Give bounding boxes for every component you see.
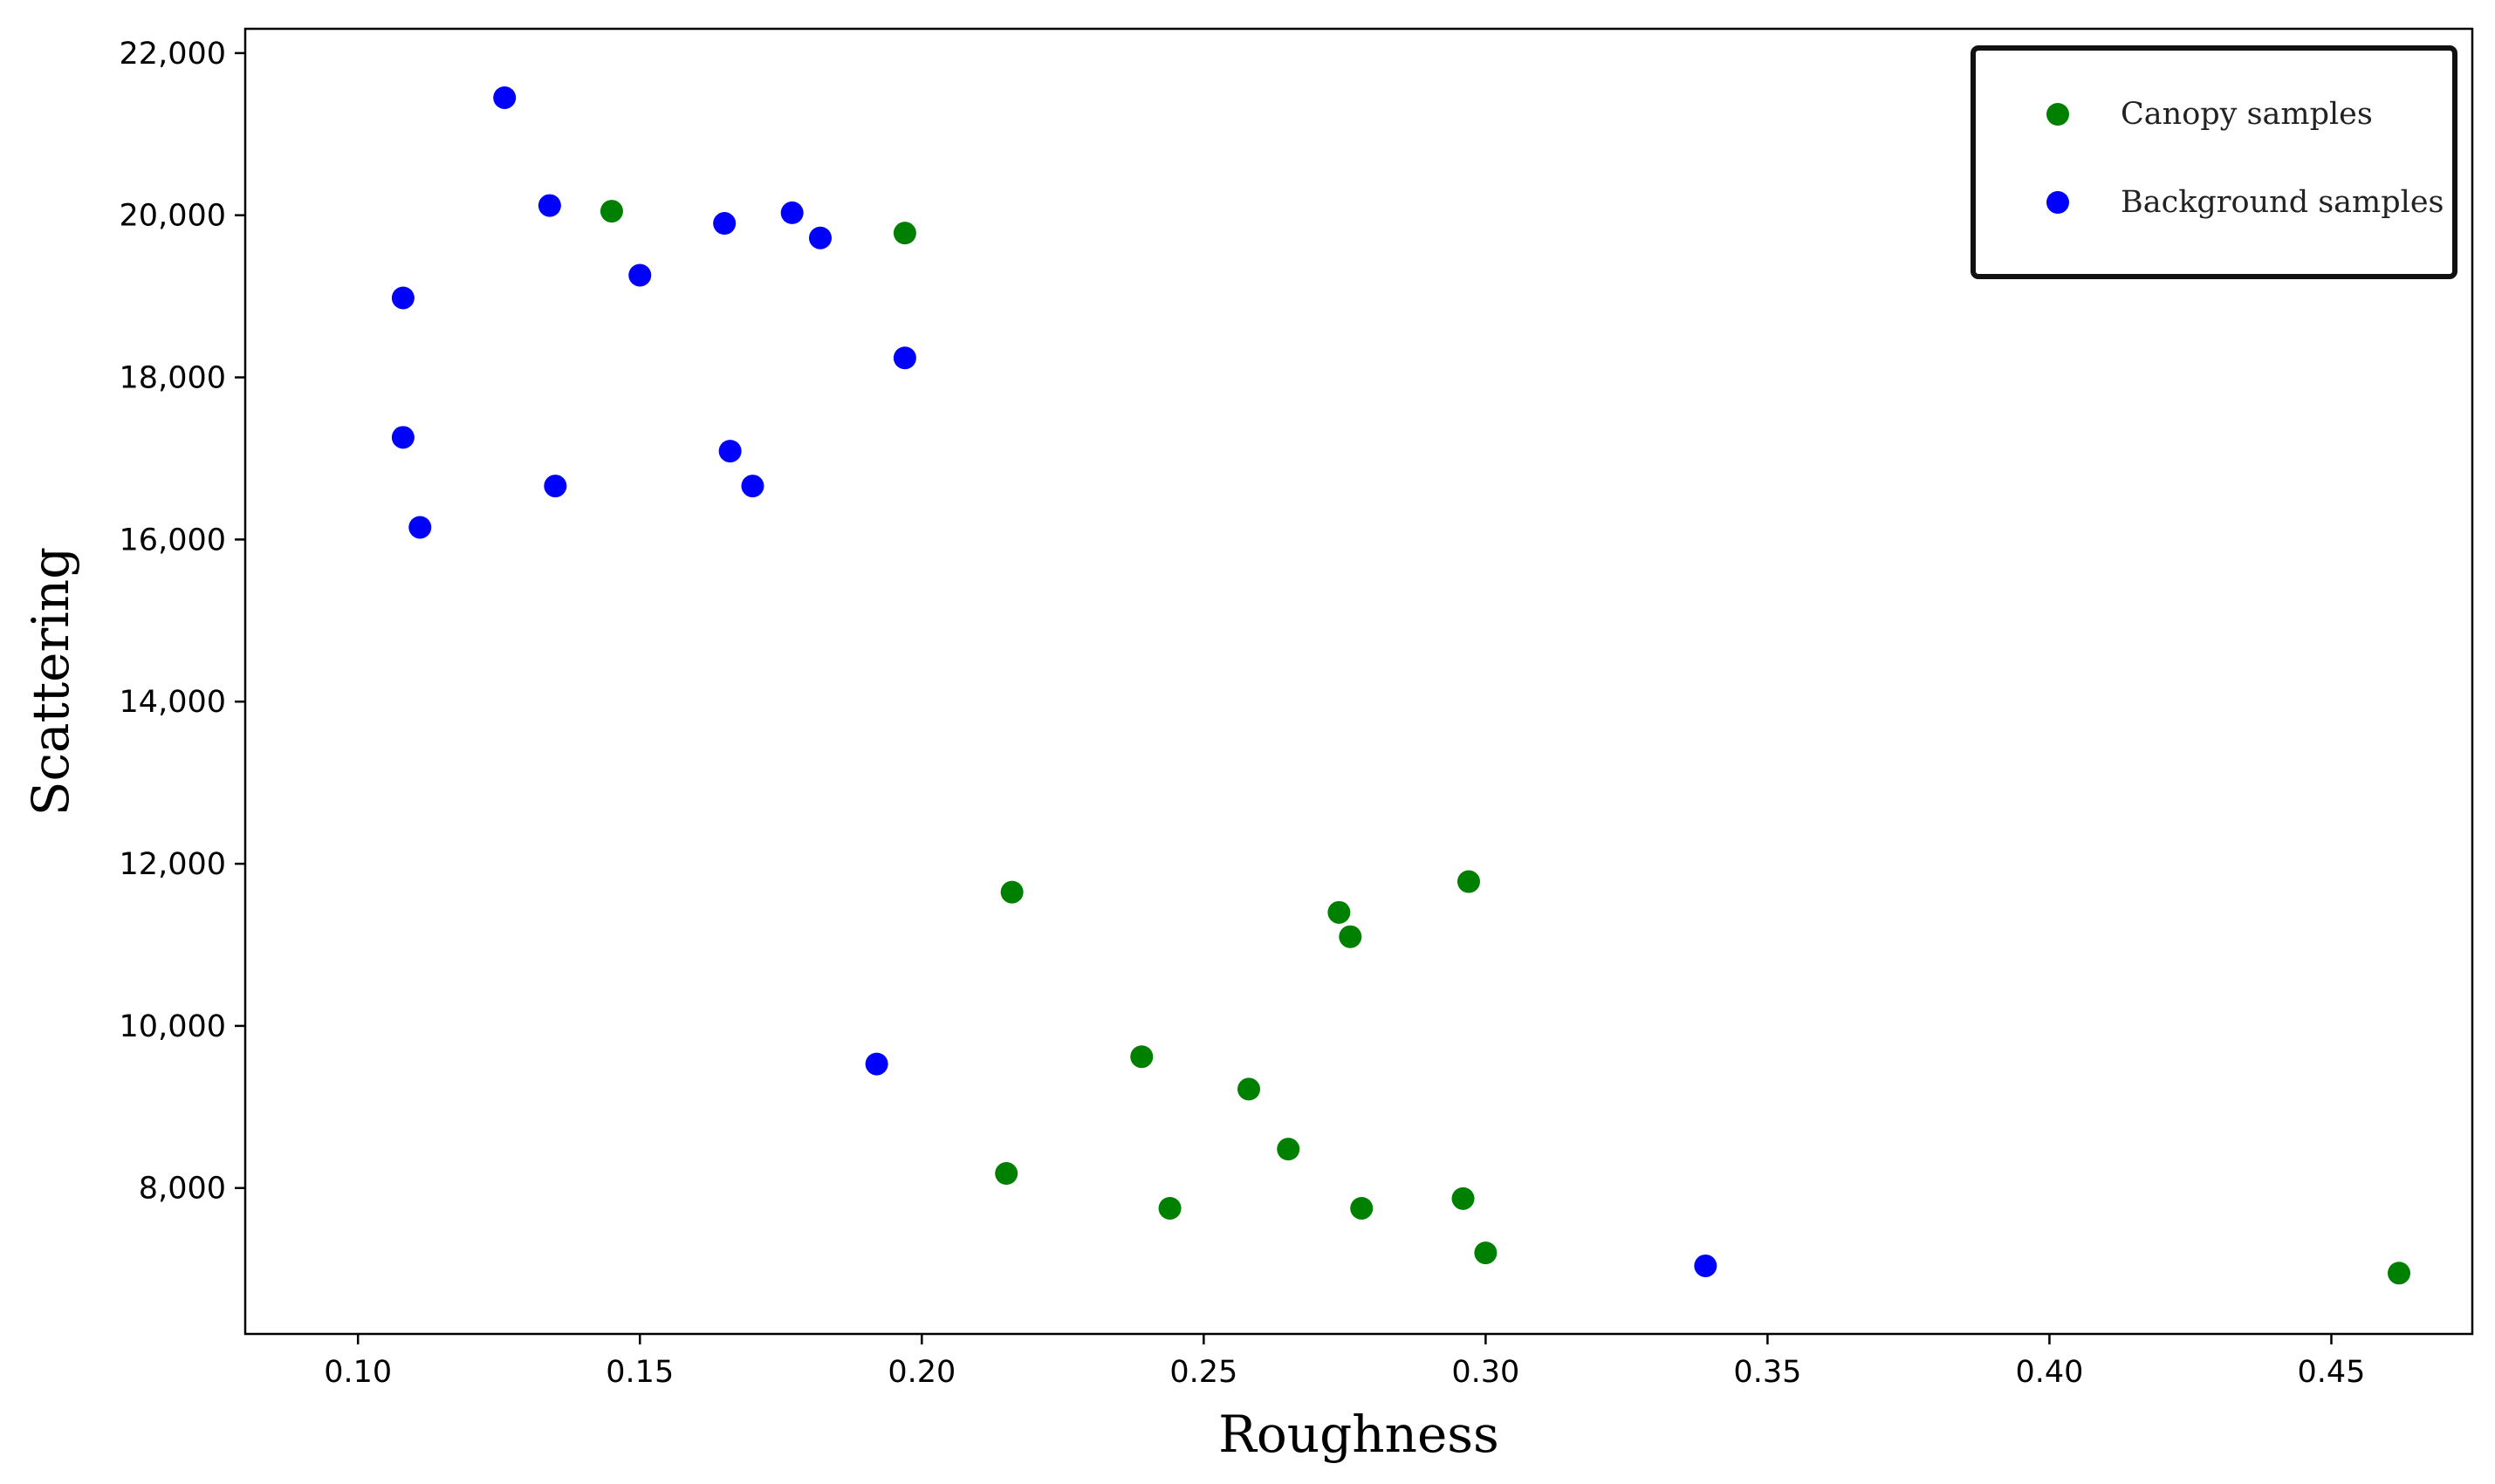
data-point-canopy: [1350, 1196, 1374, 1220]
data-point-background: [893, 346, 916, 370]
x-tick-label: 0.35: [1733, 1355, 1801, 1390]
data-point-background: [544, 475, 567, 498]
data-points: [391, 85, 2411, 1285]
y-tick-label: 14,000: [120, 685, 226, 720]
data-point-background: [780, 201, 804, 224]
y-tick-label: 10,000: [120, 1009, 226, 1044]
data-point-background: [1694, 1254, 1717, 1277]
data-point-background: [408, 516, 432, 539]
legend-marker-canopy: [2046, 103, 2069, 126]
legend-box: [1971, 45, 2457, 279]
data-point-canopy: [1130, 1045, 1154, 1069]
data-point-canopy: [893, 222, 916, 245]
data-point-canopy: [2388, 1262, 2411, 1285]
data-point-canopy: [1474, 1241, 1498, 1265]
data-point-background: [628, 263, 652, 287]
data-point-background: [713, 212, 737, 236]
x-tick-label: 0.25: [1169, 1355, 1237, 1390]
y-tick-label: 22,000: [120, 37, 226, 72]
data-point-canopy: [1277, 1138, 1300, 1161]
y-axis: 8,000 10,000 12,000 14,000 16,000 18,000 20,00…: [120, 37, 245, 1207]
x-tick-label: 0.30: [1451, 1355, 1519, 1390]
x-tick-label: 0.20: [888, 1355, 956, 1390]
x-tick-label: 0.10: [324, 1355, 392, 1390]
y-tick-label: 12,000: [120, 847, 226, 882]
data-point-canopy: [1339, 925, 1362, 948]
legend-label-canopy: Canopy samples: [2121, 97, 2373, 132]
x-tick-label: 0.15: [606, 1355, 674, 1390]
x-axis-title: Roughness: [1218, 1405, 1499, 1464]
data-point-background: [391, 426, 415, 449]
y-axis-title: Scattering: [21, 547, 80, 817]
y-tick-label: 18,000: [120, 361, 226, 396]
data-point-background: [493, 85, 517, 109]
data-point-canopy: [1158, 1196, 1182, 1220]
data-point-background: [741, 475, 764, 498]
legend-label-background: Background samples: [2121, 185, 2444, 220]
data-point-canopy: [600, 200, 623, 223]
data-point-canopy: [1451, 1187, 1475, 1210]
plot-frame: [243, 27, 2474, 1336]
data-point-background: [718, 440, 742, 463]
x-tick-label: 0.40: [2015, 1355, 2083, 1390]
data-point-background: [391, 286, 415, 310]
x-axis: 0.10 0.15 0.20 0.25 0.30 0.35 0.40 0.45: [324, 1334, 2365, 1390]
y-tick-label: 8,000: [139, 1172, 226, 1207]
y-tick-label: 20,000: [120, 199, 226, 234]
data-point-background: [865, 1052, 888, 1076]
legend-marker-background: [2046, 191, 2069, 214]
data-point-canopy: [995, 1162, 1018, 1186]
data-point-canopy: [1000, 880, 1024, 904]
data-point-canopy: [1327, 900, 1351, 924]
data-point-background: [808, 226, 832, 250]
legend: Canopy samples Background samples: [1971, 45, 2457, 279]
x-tick-label: 0.45: [2298, 1355, 2366, 1390]
y-tick-label: 16,000: [120, 523, 226, 557]
data-point-background: [538, 194, 561, 217]
data-point-canopy: [1237, 1077, 1261, 1101]
data-point-canopy: [1457, 870, 1480, 893]
